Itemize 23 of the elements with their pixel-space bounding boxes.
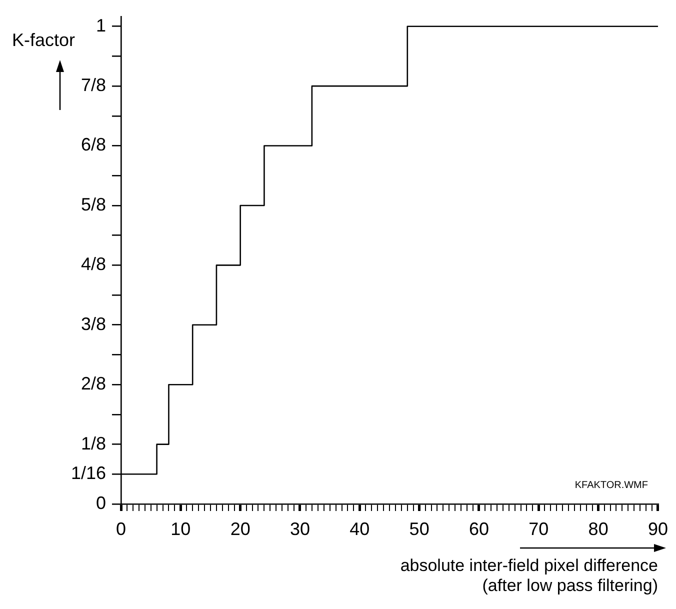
x-tick-label: 90: [648, 518, 668, 539]
y-tick-label: 6/8: [80, 134, 106, 155]
x-tick-label: 30: [290, 518, 310, 539]
x-tick-label: 50: [409, 518, 430, 539]
x-tick-label: 0: [116, 518, 126, 539]
y-tick-label: 1/16: [70, 463, 106, 484]
x-tick-label: 10: [170, 518, 191, 539]
x-tick-label: 70: [528, 518, 549, 539]
x-tick-label: 40: [350, 518, 370, 539]
x-tick-label: 80: [588, 518, 608, 539]
x-tick-label: 60: [468, 518, 490, 539]
y-tick-label: 7/8: [80, 75, 106, 96]
y-tick-label: 5/8: [80, 194, 106, 214]
y-tick-label: 2/8: [80, 374, 106, 394]
x-axis-title: absolute inter-field pixel difference (after low pass filtering): [400, 556, 658, 596]
y-tick-label: 1/8: [80, 433, 106, 454]
y-tick-label: 1: [96, 15, 106, 36]
y-axis-title: K-factor: [12, 30, 76, 51]
y-tick-label: 3/8: [80, 314, 106, 334]
y-tick-label: 4/8: [80, 254, 106, 274]
annotation: KFAKTOR.WMF: [574, 480, 648, 491]
x-tick-label: 20: [230, 518, 250, 539]
y-tick-label: 0: [96, 492, 106, 513]
